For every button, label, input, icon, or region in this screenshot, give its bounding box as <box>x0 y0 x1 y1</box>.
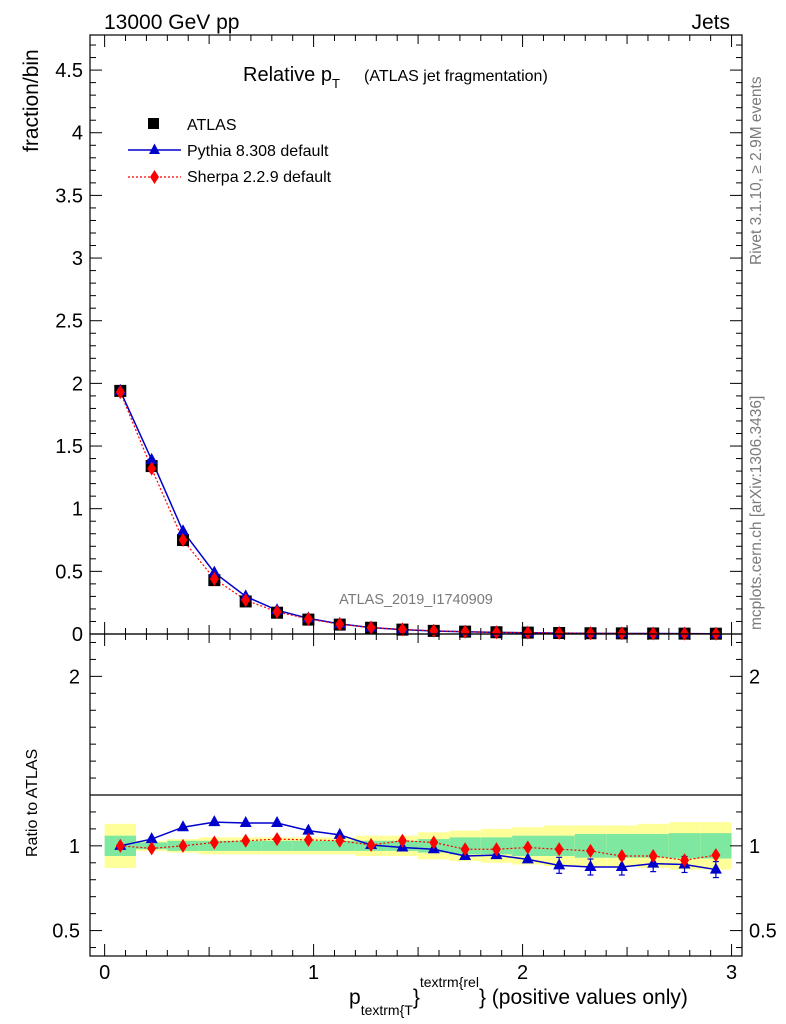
pythia-ratio-point <box>709 862 722 874</box>
ratio-y-tick-label-right: 1 <box>749 836 760 858</box>
pythia-point <box>145 452 158 464</box>
pythia-ratio-line <box>120 821 716 871</box>
pythia-ratio-point <box>176 820 189 832</box>
main-axes: 0 0.5 1 1.5 2 2.5 3 3.5 4 4.5 <box>55 35 742 646</box>
ratio-band-inner <box>637 833 669 858</box>
sherpa-ratio-point <box>209 835 219 850</box>
sherpa-ratio-point <box>335 833 345 848</box>
sherpa-point <box>178 533 188 548</box>
sherpa-point <box>241 593 251 608</box>
y-tick-label: 2 <box>72 373 83 395</box>
pythia-ratio-point <box>239 815 252 827</box>
main-panel: 0 0.5 1 1.5 2 2.5 3 3.5 4 4.5 Relative pT (ATLAS … <box>20 34 743 646</box>
ratio-frame <box>89 633 743 957</box>
legend: ATLAS Pythia 8.308 default Sherpa 2.2.9 … <box>128 117 332 186</box>
sherpa-ratio-point <box>460 842 470 857</box>
legend-marker-atlas <box>148 118 159 129</box>
sherpa-ratio-point <box>554 842 564 857</box>
pythia-ratio-point <box>208 815 221 827</box>
sherpa-ratio-point <box>366 837 376 852</box>
sherpa-point <box>272 604 282 619</box>
sherpa-ratio-point <box>617 849 627 864</box>
chart-title-note: (ATLAS jet fragmentation) <box>364 68 548 85</box>
y-tick-label: 4.5 <box>55 60 83 82</box>
x-axis-label: ptextrm{T}textrm{rel} (positive values o… <box>349 974 688 1018</box>
sherpa-ratio-point <box>147 841 157 856</box>
sherpa-ratio-point <box>523 840 533 855</box>
sherpa-ratio-point <box>491 842 501 857</box>
sherpa-ratio-point <box>680 853 690 868</box>
legend-label-atlas: ATLAS <box>187 117 237 134</box>
sherpa-ratio-point <box>397 833 407 848</box>
pythia-ratio-point <box>333 827 346 839</box>
sherpa-ratio-point <box>648 849 658 864</box>
pythia-ratio-point <box>521 852 534 864</box>
sherpa-ratio-point <box>115 838 125 853</box>
sherpa-ratio-point <box>711 848 721 863</box>
sherpa-ratio-point <box>303 832 313 847</box>
ratio-y-tick-label: 2 <box>69 666 80 688</box>
y-tick-label: 0 <box>72 624 83 646</box>
sherpa-ratio-point <box>272 832 282 847</box>
sherpa-ratio-point <box>178 838 188 853</box>
ratio-axes: 0 1 2 3 0.5 0.5 1 1 2 2 <box>52 634 777 984</box>
pythia-ratio-point <box>584 860 597 872</box>
legend-label-pythia: Pythia 8.308 default <box>187 143 329 160</box>
y-tick-label: 3 <box>72 248 83 270</box>
ratio-series <box>114 815 722 879</box>
pythia-ratio-point <box>145 832 158 844</box>
sherpa-point <box>397 622 407 637</box>
sherpa-point <box>303 611 313 626</box>
energy-label: 13000 GeV pp <box>104 11 239 34</box>
sherpa-point <box>460 624 470 639</box>
legend-label-sherpa: Sherpa 2.2.9 default <box>187 169 332 186</box>
x-tick-label: 1 <box>308 962 319 984</box>
ratio-band-inner <box>606 833 638 858</box>
y-tick-label: 0.5 <box>55 561 83 583</box>
x-tick-label: 0 <box>99 962 110 984</box>
y-tick-label: 1.5 <box>55 436 83 458</box>
ratio-y-tick-label: 0.5 <box>52 921 80 943</box>
sherpa-ratio-point <box>241 833 251 848</box>
y-tick-label: 1 <box>72 499 83 521</box>
legend-marker-sherpa <box>150 170 159 184</box>
pythia-point <box>208 565 221 577</box>
pythia-ratio-point <box>302 823 315 835</box>
sherpa-point <box>335 617 345 632</box>
sherpa-point <box>366 620 376 635</box>
ratio-y-axis-label: Ratio to ATLAS <box>24 749 41 857</box>
sherpa-point <box>585 626 595 641</box>
sherpa-point <box>491 625 501 640</box>
sherpa-point <box>523 625 533 640</box>
sherpa-point <box>115 385 125 400</box>
ratio-panel: 0 1 2 3 0.5 0.5 1 1 2 2 Ratio to ATLAS <box>24 633 777 984</box>
ratio-bands <box>104 822 732 870</box>
pythia-ratio-point <box>615 860 628 872</box>
chart-title: Relative pT <box>243 64 340 91</box>
pythia-point <box>176 524 189 536</box>
sherpa-ratio-point <box>429 835 439 850</box>
y-tick-label: 4 <box>72 123 83 145</box>
x-tick-label: 2 <box>517 962 528 984</box>
ratio-y-tick-label: 1 <box>69 836 80 858</box>
pythia-ratio-point <box>553 858 566 870</box>
sherpa-point <box>209 571 219 586</box>
process-label: Jets <box>691 11 730 34</box>
y-tick-label: 3.5 <box>55 185 83 207</box>
pythia-ratio-point <box>271 815 284 827</box>
mcplots-label: mcplots.cern.ch [arXiv:1306.3436] <box>748 396 765 630</box>
analysis-id: ATLAS_2019_I1740909 <box>339 592 493 608</box>
y-tick-label: 2.5 <box>55 311 83 333</box>
ratio-y-tick-label-right: 0.5 <box>749 921 777 943</box>
rivet-label: Rivet 3.1.10, ≥ 2.9M events <box>748 76 765 265</box>
x-tick-label: 3 <box>726 962 737 984</box>
sherpa-ratio-point <box>585 843 595 858</box>
legend-marker-pythia <box>149 143 160 154</box>
ratio-y-tick-label-right: 2 <box>749 666 760 688</box>
sherpa-point <box>147 461 157 476</box>
sherpa-point <box>554 626 564 641</box>
y-axis-label: fraction/bin <box>20 49 43 152</box>
